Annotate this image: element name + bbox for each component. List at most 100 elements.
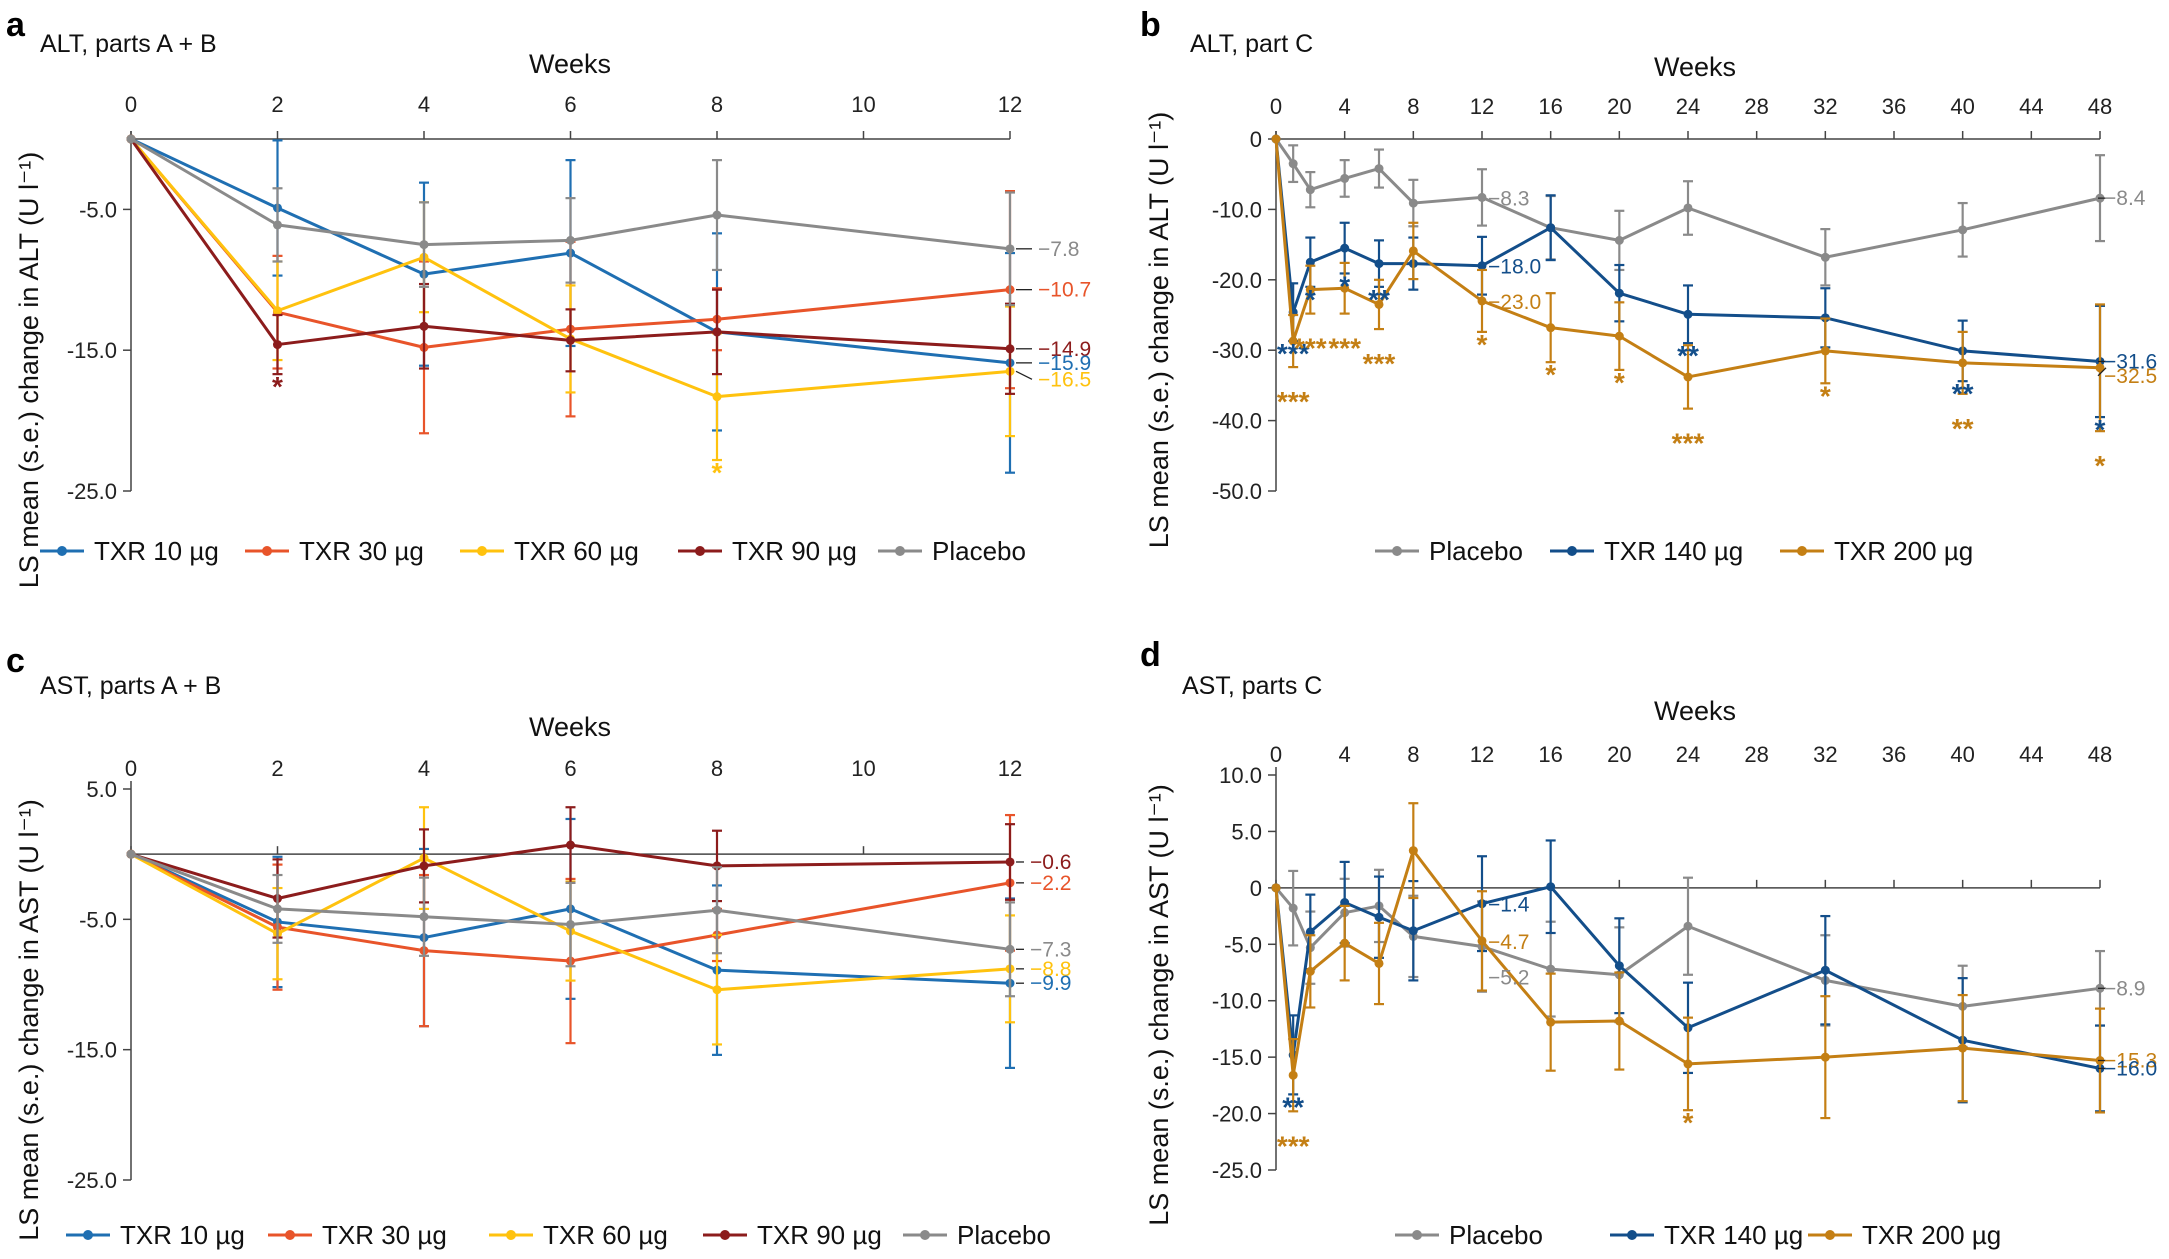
legend-label: TXR 200 µg <box>1862 1220 2001 1250</box>
end-label: −9.9 <box>1030 972 1071 995</box>
y-tick-label: 0 <box>1250 127 1262 152</box>
significance-marker: * <box>2095 414 2106 445</box>
end-label: −16.5 <box>1038 368 1091 391</box>
x-tick-label: 12 <box>1470 742 1494 767</box>
y-tick-label: -5.0 <box>79 907 117 932</box>
x-tick-label: 2 <box>271 756 283 781</box>
x-tick-label: 28 <box>1744 742 1768 767</box>
data-point <box>712 210 722 220</box>
data-point <box>712 905 722 915</box>
data-point <box>1305 285 1315 295</box>
data-point <box>1005 344 1015 354</box>
legend-swatch-dot <box>1627 1230 1637 1240</box>
data-point <box>1546 882 1556 892</box>
end-label: −10.7 <box>1038 279 1091 302</box>
data-point <box>1546 223 1556 233</box>
y-tick-label: -10.0 <box>1212 197 1262 222</box>
x-tick-label: 6 <box>564 92 576 117</box>
x-tick-label: 10 <box>851 756 875 781</box>
x-tick-label: 6 <box>564 756 576 781</box>
data-point <box>1958 358 1968 368</box>
series-line-txr-90-ug <box>129 138 1011 351</box>
x-tick-label: 4 <box>418 756 430 781</box>
data-point <box>1614 235 1624 245</box>
y-tick-label: -5.0 <box>79 197 117 222</box>
panel-c-title: AST, parts A + B <box>40 672 221 700</box>
inline-label: −8.3 <box>1488 187 1529 210</box>
end-label: −15.3 <box>2104 1050 2157 1073</box>
data-point <box>1305 185 1315 195</box>
data-point <box>1477 296 1487 306</box>
data-point <box>712 392 722 402</box>
legend-swatch-dot <box>57 546 67 556</box>
data-point <box>1374 164 1384 174</box>
significance-marker: * <box>1545 359 1556 390</box>
panel-b-title: ALT, part C <box>1190 30 1313 58</box>
x-tick-label: 12 <box>1470 94 1494 119</box>
x-tick-label: 8 <box>1407 742 1419 767</box>
x-tick-label: 48 <box>2088 742 2112 767</box>
panel-b-plot: 0 4 8 12 16 20 24 28 32 36 40 44 480-10.0-20.0-30.0-… <box>1212 94 2157 504</box>
data-point <box>273 220 282 230</box>
legend-label: Placebo <box>1429 536 1523 566</box>
significance-marker: * <box>1305 284 1316 315</box>
significance-marker: ** <box>1677 340 1699 371</box>
legend-item-txr-200-ug: TXR 200 µg <box>1808 1220 2001 1250</box>
data-point <box>1305 966 1315 976</box>
series-txr-90-ug <box>126 806 1015 939</box>
significance-marker: * <box>1339 270 1350 301</box>
x-tick-label: 8 <box>711 92 723 117</box>
legend-swatch-dot <box>1412 1230 1422 1240</box>
panel-a-title: ALT, parts A + B <box>40 30 217 58</box>
legend-item-placebo: Placebo <box>903 1220 1051 1250</box>
panel-c-x-axis-title: Weeks <box>529 712 611 742</box>
panel-a: a ALT, parts A + B Weeks LS mean (s.e.) … <box>6 6 1091 588</box>
end-label: −14.9 <box>1038 338 1091 361</box>
x-tick-label: 44 <box>2019 742 2043 767</box>
data-point <box>1820 346 1830 356</box>
data-point <box>1305 927 1315 937</box>
x-tick-label: 44 <box>2019 94 2043 119</box>
panel-c-letter: c <box>6 642 25 680</box>
panel-d-plot: 0 4 8 12 16 20 24 28 32 36 40 44 4810.05.00-5.0-10.0… <box>1212 742 2157 1183</box>
legend-item-txr-200-ug: TXR 200 µg <box>1780 536 1973 566</box>
y-tick-label: -20.0 <box>1212 268 1262 293</box>
x-tick-label: 4 <box>418 92 430 117</box>
y-tick-label: -15.0 <box>1212 1045 1262 1070</box>
panel-b: b ALT, part C Weeks LS mean (s.e.) chang… <box>1140 6 2157 566</box>
panel-c-y-axis-title: LS mean (s.e.) change in AST (U l⁻¹) <box>14 799 44 1240</box>
legend-label: TXR 10 µg <box>94 536 219 566</box>
data-point <box>1477 936 1487 946</box>
data-point <box>1408 846 1418 856</box>
legend-swatch-dot <box>895 546 905 556</box>
legend-swatch-dot <box>720 1230 730 1240</box>
legend-label: Placebo <box>957 1220 1051 1250</box>
panel-c-plot: 0 2 4 6 8 10 12 5.0 -5.0 -15.0 -25.0 −0.6−2.2 −7.3−8… <box>67 756 1072 1193</box>
x-tick-label: 36 <box>1882 742 1906 767</box>
significance-marker: * <box>1614 367 1625 398</box>
inline-label: −1.4 <box>1488 894 1530 917</box>
panel-d-legend: Placebo TXR 140 µg TXR 200 µg <box>1395 1220 2001 1250</box>
series-line-txr-30-ug <box>130 852 1011 963</box>
x-tick-label: 40 <box>1950 94 1974 119</box>
data-point <box>1614 961 1624 971</box>
significance-marker: *** <box>1277 1130 1310 1161</box>
data-point <box>1288 903 1298 913</box>
data-point <box>1614 331 1624 341</box>
data-point <box>1683 372 1693 382</box>
x-tick-label: 24 <box>1676 94 1700 119</box>
legend-swatch-dot <box>477 546 487 556</box>
x-tick-label: 20 <box>1607 742 1631 767</box>
x-tick-label: 48 <box>2088 94 2112 119</box>
end-label: −8.4 <box>2104 187 2146 210</box>
significance-marker: ** <box>1952 378 1974 409</box>
series-placebo <box>126 134 1015 307</box>
series-line-txr-90-ug <box>130 843 1011 900</box>
legend-item-txr-10-ug: TXR 10 µg <box>66 1220 245 1250</box>
y-tick-label: -10.0 <box>1212 989 1262 1014</box>
x-tick-label: 20 <box>1607 94 1631 119</box>
data-point <box>1683 1059 1693 1069</box>
data-point <box>1288 159 1298 169</box>
y-tick-label: -15.0 <box>67 338 117 363</box>
significance-marker: * <box>272 371 283 402</box>
